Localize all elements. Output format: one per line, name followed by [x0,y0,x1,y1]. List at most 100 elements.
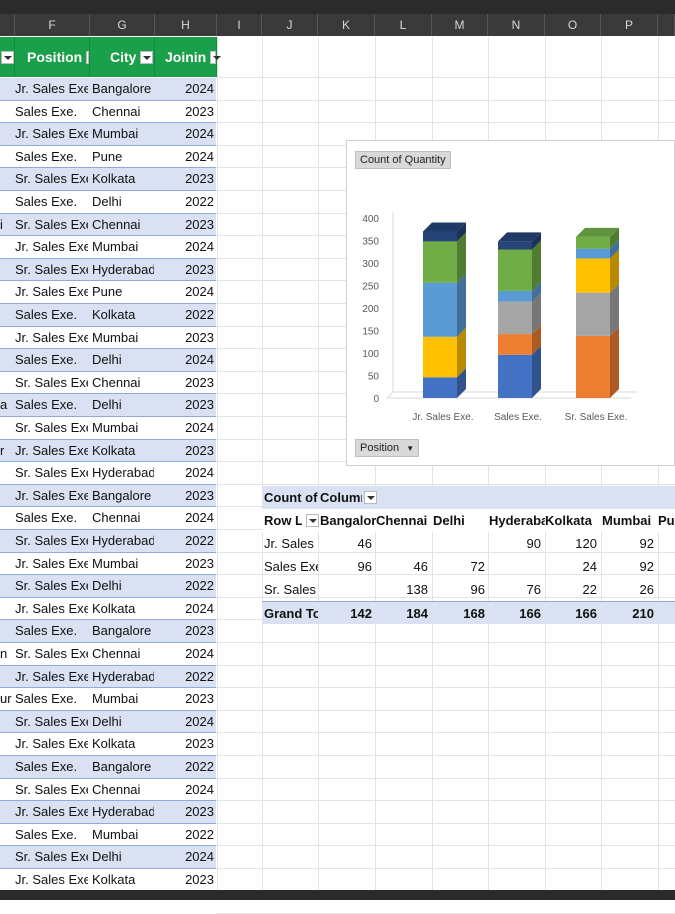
row-filter-dropdown-icon[interactable] [306,514,319,527]
cell-joining[interactable]: 2023 [185,736,214,752]
cell-position[interactable]: Sales Exe. [15,691,78,707]
cell-city[interactable]: Kolkata [92,171,136,187]
cell-joining[interactable]: 2024 [185,81,214,96]
cell-position[interactable]: Sr. Sales Exe. [15,713,88,729]
chart-filter-button[interactable]: Position ▼ [355,439,420,457]
table-row[interactable]: Sales Exe. Delhi 2022 [0,191,216,214]
cell-position[interactable]: Sr. Sales Exe. [15,578,88,594]
pivot-grand-total-row[interactable]: Grand Tot 142 184 168 166 166 210 [262,601,675,624]
cell-city[interactable]: Kolkata [92,736,136,752]
pivot-row[interactable]: Sales Exe. 96 46 72 24 92 [262,555,675,578]
cell-name[interactable]: i [0,216,3,232]
cell-city[interactable]: Chennai [92,103,141,119]
cell-city[interactable]: Mumbai [92,555,139,571]
cell-position[interactable]: Jr. Sales Exe. [15,804,88,820]
cell-joining[interactable]: 2022 [185,578,214,594]
cell-city[interactable]: Chennai [92,510,141,526]
pivot-row[interactable]: Jr. Sales E: 46 90 120 92 [262,532,675,555]
cell-position[interactable]: Sales Exe. [15,307,78,322]
table-row[interactable]: r Jr. Sales Exe. Kolkata 2023 [0,439,216,463]
cell-city[interactable]: Kolkata [92,307,136,322]
pivot-value[interactable]: 142 [350,606,372,621]
pivot-value[interactable]: 166 [575,606,597,621]
pivot-value[interactable]: 96 [470,582,485,597]
cell-position[interactable]: Sr. Sales Exe. [15,849,88,865]
table-row[interactable]: Sr. Sales Exe.Delhi 2024 [0,710,216,734]
cell-city[interactable]: Delhi [92,849,122,865]
table-header-e[interactable] [0,37,15,77]
cell-joining[interactable]: 2022 [185,533,214,548]
cell-position[interactable]: Sales Exe. [15,194,78,209]
column-header-k[interactable]: K [318,14,375,36]
cell-position[interactable]: Sr. Sales Exe. [15,216,88,232]
pivot-value[interactable]: 92 [639,536,654,551]
cell-city[interactable]: Mumbai [92,420,139,435]
cell-city[interactable]: Mumbai [92,691,139,707]
cell-joining[interactable]: 2024 [185,646,214,661]
column-header-g[interactable]: G [90,14,155,36]
cell-joining[interactable]: 2024 [185,126,214,142]
cell-position[interactable]: Sales Exe. [15,352,78,368]
cell-joining[interactable]: 2024 [185,600,214,616]
cell-position[interactable]: Jr. Sales Exe. [15,668,88,684]
cell-city[interactable]: Mumbai [92,239,139,255]
cell-city[interactable]: Hyderabad [92,261,154,277]
cell-city[interactable]: Chennai [92,374,141,390]
pivot-value[interactable]: 210 [632,606,654,621]
cell-joining[interactable]: 2024 [185,148,214,164]
cell-position[interactable]: Sr. Sales Exe. [15,171,88,187]
column-header-p[interactable]: P [601,14,658,36]
cell-city[interactable]: Mumbai [92,329,139,345]
cell-position[interactable]: Sr. Sales Exe. [15,261,88,277]
table-row[interactable]: Sales Exe. Bangalore 2022 [0,756,216,779]
cell-position[interactable]: Sr. Sales Exe. [15,420,88,435]
cell-city[interactable]: Chennai [92,646,141,661]
table-row[interactable]: Sr. Sales Exe.Hyderabad 2023 [0,258,216,282]
table-row[interactable]: Sales Exe. Chennai 2024 [0,507,216,530]
filter-dropdown-icon[interactable] [140,50,154,64]
cell-city[interactable]: Hyderabad [92,533,154,548]
cell-city[interactable]: Bangalore [92,623,152,639]
cell-city[interactable]: Delhi [92,713,122,729]
cell-city[interactable]: Delhi [92,578,122,594]
cell-position[interactable]: Jr. Sales Exe. [15,442,88,458]
cell-position[interactable]: Jr. Sales Exe. [15,284,88,300]
pivot-value[interactable]: 166 [519,606,541,621]
table-row[interactable]: Jr. Sales Exe. Bangalore 2024 [0,78,216,101]
pivot-value[interactable]: 72 [470,559,485,574]
table-row[interactable]: Sales Exe. Mumbai 2022 [0,824,216,847]
cell-city[interactable]: Pune [92,148,123,164]
column-header-j[interactable]: J [262,14,318,36]
cell-joining[interactable]: 2024 [185,713,214,729]
pivot-value[interactable]: 46 [413,559,428,574]
table-row[interactable]: i Sr. Sales Exe.Chennai 2023 [0,213,216,237]
cell-city[interactable]: Delhi [92,397,122,413]
cell-position[interactable]: Sales Exe. [15,623,78,639]
cell-city[interactable]: Delhi [92,194,122,209]
table-row[interactable]: Sr. Sales Exe. Mumbai 2024 [0,417,216,440]
cell-city[interactable]: Chennai [92,781,141,797]
table-row[interactable]: Sr. Sales Exe.Chennai 2024 [0,779,216,802]
cell-joining[interactable]: 2024 [185,352,214,368]
cell-joining[interactable]: 2024 [185,849,214,865]
table-row[interactable]: Sales Exe. Delhi 2024 [0,349,216,372]
table-row[interactable]: Jr. Sales Exe. Pune 2024 [0,281,216,304]
cell-position[interactable]: Jr. Sales Exe. [15,736,88,752]
cell-joining[interactable]: 2023 [185,872,214,887]
cell-joining[interactable]: 2023 [185,103,214,119]
table-row[interactable]: Jr. Sales Exe. Kolkata 2023 [0,733,216,756]
cell-position[interactable]: Jr. Sales Exe. [15,329,88,345]
cell-position[interactable]: Sr. Sales Exe. [15,646,88,661]
cell-city[interactable]: Bangalore [92,81,152,96]
cell-position[interactable]: Jr. Sales Exe. [15,126,88,142]
table-row[interactable]: Jr. Sales Exe. Mumbai 2023 [0,327,216,350]
cell-position[interactable]: Sr. Sales Exe. [15,533,88,548]
pivot-value[interactable]: 168 [463,606,485,621]
cell-joining[interactable]: 2024 [185,510,214,526]
cell-position[interactable]: Jr. Sales Exe. [15,239,88,255]
pivot-value[interactable]: 26 [639,582,654,597]
cell-position[interactable]: Jr. Sales Exe. [15,81,88,96]
column-header-n[interactable]: N [488,14,545,36]
table-row[interactable]: Sr. Sales Exe.Kolkata 2023 [0,168,216,191]
cell-name[interactable]: n [0,646,8,661]
